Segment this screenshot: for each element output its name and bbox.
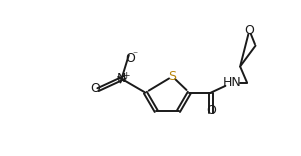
- Text: ⁻: ⁻: [132, 51, 137, 61]
- Text: S: S: [168, 70, 176, 83]
- Text: +: +: [122, 71, 129, 80]
- Text: O: O: [206, 104, 216, 117]
- Text: O: O: [125, 52, 135, 65]
- Text: O: O: [244, 24, 254, 37]
- Text: N: N: [117, 72, 126, 85]
- Text: O: O: [90, 82, 100, 95]
- Text: HN: HN: [223, 76, 242, 89]
